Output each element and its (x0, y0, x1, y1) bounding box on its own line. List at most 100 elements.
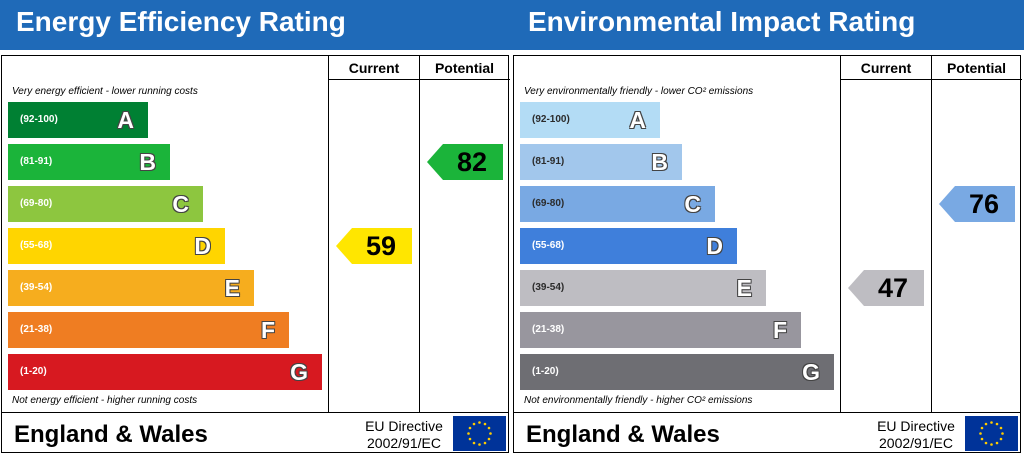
top-note: Very energy efficient - lower running co… (12, 86, 198, 97)
star (999, 426, 1003, 430)
band-letter: F (260, 317, 275, 343)
star (980, 437, 984, 441)
panel-title: Environmental Impact Rating (528, 6, 916, 37)
top-note: Very environmentally friendly - lower CO… (524, 86, 754, 97)
band-range-label: (92-100) (532, 114, 570, 125)
rating-value: 47 (877, 273, 909, 303)
column-divider (419, 55, 420, 413)
directive-line-2: 2002/91/EC (879, 435, 953, 451)
current-column-header: Current (860, 60, 912, 76)
arrow-shape (939, 186, 1015, 222)
current-rating-arrow: 47 (848, 270, 924, 306)
star (478, 443, 481, 446)
rating-band-g: (1-20) G (520, 354, 834, 390)
band-range-label: (69-80) (20, 198, 53, 209)
rating-band-g: (1-20) G (8, 354, 322, 390)
panel-title: Energy Efficiency Rating (16, 6, 346, 37)
column-divider (328, 55, 329, 413)
rating-band-e: (39-54) E (8, 270, 254, 306)
directive-line-1: EU Directive (365, 418, 443, 434)
band-letter: G (290, 359, 308, 385)
band-range-label: (55-68) (20, 240, 53, 251)
star (995, 422, 999, 426)
arrow-shape (336, 228, 412, 264)
star (478, 421, 481, 424)
rating-band-f: (21-38) F (8, 312, 289, 348)
star (980, 426, 984, 430)
star (995, 441, 999, 445)
rating-band-b: (81-91) B (520, 144, 682, 180)
band-range-label: (1-20) (20, 366, 47, 377)
potential-column-header: Potential (434, 60, 495, 76)
rating-band-b: (81-91) B (8, 144, 170, 180)
band-letter: C (684, 191, 701, 217)
star (468, 426, 472, 430)
bottom-note: Not energy efficient - higher running co… (12, 395, 198, 406)
band-range-label: (81-91) (532, 156, 565, 167)
eu-flag-icon (453, 416, 506, 451)
star (483, 441, 487, 445)
column-divider (840, 55, 841, 413)
star (472, 441, 476, 445)
panel-header: Energy Efficiency Rating (0, 0, 512, 50)
rating-band-d: (55-68) D (520, 228, 737, 264)
band-range-label: (69-80) (532, 198, 565, 209)
rating-value: 82 (456, 147, 488, 177)
directive-line-1: EU Directive (877, 418, 955, 434)
current-column-header: Current (348, 60, 400, 76)
arrow-shape (427, 144, 503, 180)
potential-column-header: Potential (946, 60, 1007, 76)
star (487, 426, 491, 430)
star (984, 441, 988, 445)
band-range-label: (21-38) (532, 324, 565, 335)
band-range-label: (92-100) (20, 114, 58, 125)
band-letter: G (802, 359, 820, 385)
star (472, 422, 476, 426)
band-range-label: (1-20) (532, 366, 559, 377)
potential-rating-arrow: 82 (427, 144, 503, 180)
star (468, 437, 472, 441)
environmental-impact-panel: Environmental Impact Rating Current Pote… (512, 0, 1024, 457)
band-range-label: (81-91) (20, 156, 53, 167)
rating-band-a: (92-100) A (8, 102, 148, 138)
rating-value: 59 (365, 231, 397, 261)
band-letter: C (172, 191, 189, 217)
footer-divider (513, 412, 1021, 413)
footer-directive: EU Directive 2002/91/EC (860, 418, 972, 452)
star (467, 432, 470, 435)
potential-rating-arrow: 76 (939, 186, 1015, 222)
panel-frame (1, 55, 509, 453)
rating-value: 76 (968, 189, 1000, 219)
footer-directive: EU Directive 2002/91/EC (348, 418, 460, 452)
star (990, 443, 993, 446)
star (984, 422, 988, 426)
band-letter: D (194, 233, 211, 259)
rating-band-a: (92-100) A (520, 102, 660, 138)
star (979, 432, 982, 435)
header-divider (329, 79, 510, 80)
star (489, 432, 492, 435)
band-range-label: (55-68) (532, 240, 565, 251)
footer-divider (1, 412, 509, 413)
band-letter: A (117, 107, 134, 133)
rating-band-d: (55-68) D (8, 228, 225, 264)
rating-band-c: (69-80) C (520, 186, 715, 222)
band-letter: D (706, 233, 723, 259)
energy-efficiency-panel: Energy Efficiency Rating Current Potenti… (0, 0, 512, 453)
band-letter: E (736, 275, 752, 301)
band-letter: A (629, 107, 646, 133)
star (1001, 432, 1004, 435)
directive-line-2: 2002/91/EC (367, 435, 441, 451)
bottom-note: Not environmentally friendly - higher CO… (524, 395, 753, 406)
star (990, 421, 993, 424)
arrow-shape (848, 270, 924, 306)
star (999, 437, 1003, 441)
band-range-label: (39-54) (20, 282, 53, 293)
current-rating-arrow: 59 (336, 228, 412, 264)
rating-band-c: (69-80) C (8, 186, 203, 222)
rating-band-f: (21-38) F (520, 312, 801, 348)
band-letter: F (772, 317, 787, 343)
column-divider (931, 55, 932, 413)
star (487, 437, 491, 441)
star (483, 422, 487, 426)
